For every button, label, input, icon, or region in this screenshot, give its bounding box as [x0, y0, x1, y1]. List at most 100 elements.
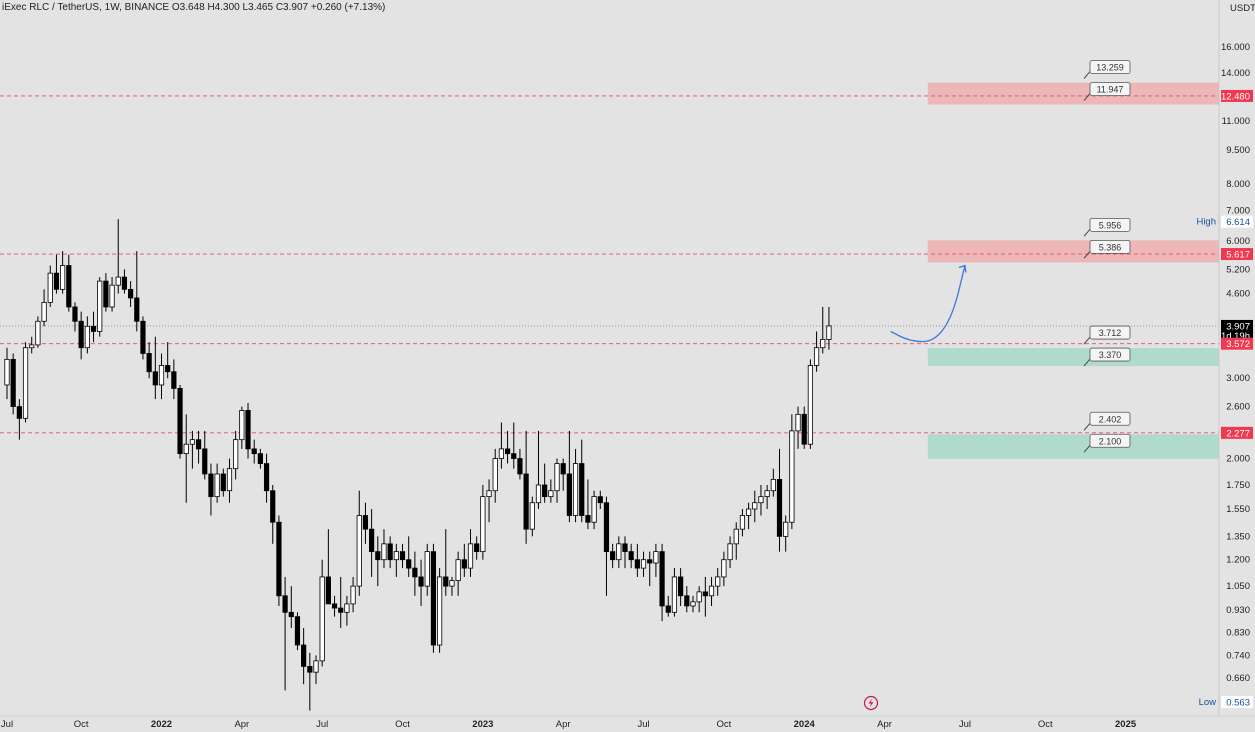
x-tick-label: Jul — [316, 719, 328, 730]
x-tick-label: Apr — [877, 719, 892, 730]
zone-label-text: 2.402 — [1099, 414, 1122, 424]
candle — [325, 529, 331, 605]
low-label: Low 0.563 — [1199, 696, 1253, 709]
candles-layer — [4, 219, 832, 711]
candle — [770, 468, 776, 497]
candle — [634, 543, 640, 577]
svg-text:2.277: 2.277 — [1226, 428, 1250, 439]
y-tick-label: 4.600 — [1226, 289, 1250, 300]
candle — [820, 306, 826, 354]
labels-layer: 13.259 11.947 5.956 5.386 3.712 3.370 2.402 2.1… — [1083, 60, 1131, 453]
zone-red-0[interactable] — [927, 82, 1219, 105]
y-tick-label: 8.000 — [1226, 179, 1250, 190]
candle — [307, 652, 313, 711]
candle — [171, 359, 177, 400]
candle — [436, 568, 443, 653]
lines-layer — [0, 95, 1219, 434]
zone-green-2[interactable] — [927, 348, 1219, 367]
candle — [789, 414, 795, 530]
candle — [4, 347, 10, 400]
zone-label: 13.259 — [1083, 60, 1131, 79]
lightning-icon[interactable] — [863, 695, 879, 711]
candle — [146, 342, 152, 379]
zone-label-text: 5.386 — [1099, 242, 1122, 252]
candle — [523, 430, 529, 544]
y-tick-label: 11.000 — [1222, 116, 1250, 127]
candle — [301, 627, 307, 685]
candle — [826, 306, 832, 350]
price-label: 5.617 — [1221, 248, 1253, 261]
candle — [424, 543, 430, 596]
projection-layer — [890, 264, 967, 343]
x-tick-label: Apr — [234, 719, 249, 730]
candle — [776, 448, 783, 552]
candle — [121, 269, 128, 294]
y-tick-label: 1.750 — [1226, 480, 1250, 491]
candle — [486, 479, 492, 523]
y-tick-label: 2.000 — [1226, 454, 1250, 465]
candle — [752, 490, 758, 523]
candle — [671, 568, 678, 617]
candle — [195, 430, 202, 464]
projection-arrowhead — [958, 264, 967, 273]
candle — [393, 543, 399, 577]
price-axis[interactable]: USDT 16.000 14.000 11.000 9.500 8.000 7.000 6.0… — [1196, 3, 1255, 709]
candle — [16, 399, 22, 440]
candle — [467, 529, 474, 577]
candle — [647, 551, 653, 587]
candle — [603, 496, 610, 596]
candle — [535, 430, 542, 510]
svg-text:6.614: 6.614 — [1226, 217, 1250, 228]
candle — [659, 543, 665, 622]
candle — [399, 543, 406, 569]
zone-label: 5.386 — [1083, 239, 1131, 259]
candle — [29, 336, 35, 354]
candle — [622, 536, 628, 569]
candle — [41, 289, 47, 327]
svg-text:12.480: 12.480 — [1221, 91, 1250, 102]
time-axis[interactable]: Jul Oct 2022 Apr Jul Oct 2023 Apr Jul Oct 2024 Apr J… — [1, 719, 1137, 730]
x-tick-label: Jul — [637, 719, 649, 730]
candle — [554, 458, 560, 503]
candle — [560, 458, 566, 491]
candle — [109, 277, 115, 312]
y-tick-label: 14.000 — [1221, 68, 1250, 79]
candle — [733, 522, 739, 560]
candle — [813, 331, 820, 372]
x-tick-label: Jul — [959, 719, 971, 730]
y-tick-label: 1.550 — [1226, 504, 1250, 515]
candle — [628, 543, 634, 569]
candle — [665, 595, 671, 617]
candle — [276, 515, 282, 606]
candle — [727, 536, 733, 569]
candle — [678, 568, 684, 606]
candle — [461, 543, 467, 577]
candle — [653, 543, 659, 577]
candle — [406, 536, 412, 577]
candle — [319, 559, 325, 667]
candle — [22, 342, 29, 423]
candle — [66, 254, 72, 312]
zone-label: 5.956 — [1083, 217, 1131, 237]
candle — [78, 311, 84, 360]
candle — [387, 536, 393, 569]
y-tick-label: 0.830 — [1226, 628, 1250, 639]
zones-layer — [927, 82, 1219, 459]
candle — [97, 277, 103, 337]
candle — [183, 414, 189, 503]
zone-red-1[interactable] — [927, 240, 1219, 263]
candle — [344, 595, 350, 626]
zone-label-text: 5.956 — [1099, 220, 1122, 230]
zone-label-text: 2.100 — [1099, 436, 1122, 446]
y-tick-label: 5.200 — [1226, 264, 1250, 275]
y-tick-label: 0.740 — [1226, 650, 1250, 661]
zone-green-3[interactable] — [927, 434, 1219, 459]
y-tick-label: 6.000 — [1226, 236, 1250, 247]
candle — [369, 509, 375, 577]
candle — [53, 254, 60, 294]
y-tick-label: 1.050 — [1226, 581, 1250, 592]
svg-text:1d 19h: 1d 19h — [1221, 331, 1250, 342]
candle — [134, 251, 140, 332]
